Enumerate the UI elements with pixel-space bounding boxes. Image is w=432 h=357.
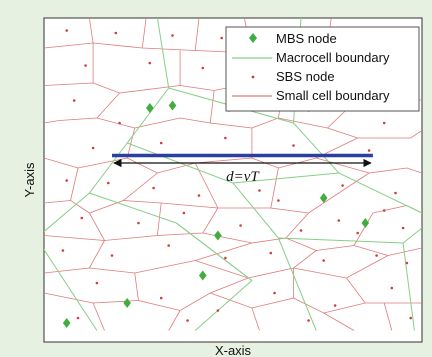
mbs-node-point <box>361 218 370 228</box>
sbs-node-point <box>76 316 80 320</box>
small-cell-boundary-line <box>251 307 260 331</box>
sbs-node-point <box>409 316 413 320</box>
sbs-node-point <box>382 121 386 125</box>
small-cell-boundary-line <box>126 127 253 174</box>
sbs-node-point <box>292 144 295 147</box>
mbs-nodes <box>62 100 370 328</box>
small-cell-boundary-line <box>44 92 120 124</box>
small-cell-boundary-line <box>202 212 309 244</box>
legend-mbs-swatch <box>249 33 257 43</box>
sbs-node-point <box>394 191 397 195</box>
sbs-node-point <box>65 179 68 182</box>
legend: MBS node Macrocell boundary SBS node Sma… <box>225 26 420 112</box>
small-cell-boundary-line <box>168 310 181 331</box>
sbs-node-point <box>61 249 65 252</box>
legend-sbs-swatch <box>251 75 255 79</box>
sbs-node-point <box>118 121 121 125</box>
x-axis-label: X-axis <box>215 343 252 357</box>
small-cell-boundary-line <box>92 302 105 331</box>
sbs-node-point <box>216 309 220 312</box>
sbs-node-point <box>269 251 273 255</box>
small-cell-boundary-line <box>44 200 71 204</box>
sbs-node-point <box>382 209 386 212</box>
macrocell-boundary-line <box>402 242 415 331</box>
sbs-node-point <box>171 34 174 37</box>
small-cell-boundary-line <box>327 127 422 139</box>
sbs-node-point <box>167 244 170 247</box>
sbs-node-point <box>401 226 405 230</box>
sbs-node-point <box>84 64 87 67</box>
small-cell-boundary-line <box>141 18 147 49</box>
sbs-node-point <box>152 186 155 190</box>
sbs-node-point <box>341 184 344 187</box>
sbs-node-point <box>258 189 261 192</box>
small-cell-boundary-line <box>96 117 211 129</box>
small-cell-boundary-line <box>89 202 162 241</box>
sbs-node-point <box>307 319 310 322</box>
sbs-node-point <box>114 31 118 35</box>
mbs-node-point <box>214 230 222 241</box>
sbs-node-point <box>224 256 227 260</box>
sbs-node-point <box>405 261 409 265</box>
sbs-node-point <box>239 224 242 227</box>
sbs-node-point <box>375 254 378 257</box>
sbs-node-point <box>337 219 341 222</box>
y-axis-label: Y-axis <box>22 162 37 197</box>
annotation: d=vT <box>112 153 373 185</box>
sbs-node-point <box>182 211 186 215</box>
sbs-node-point <box>148 61 152 65</box>
small-cell-boundary-line <box>44 235 105 241</box>
sbs-node-point <box>201 66 205 70</box>
sbs-node-point <box>367 149 371 152</box>
mbs-node-point <box>146 103 154 113</box>
sbs-node-point <box>220 36 223 40</box>
small-cell-boundary-line <box>323 312 355 331</box>
sbs-node-point <box>333 304 337 307</box>
sbs-node-point <box>110 254 114 257</box>
sbs-node-point <box>91 146 95 150</box>
sbs-node-point <box>107 181 110 185</box>
sbs-node-point <box>186 319 189 322</box>
small-cell-boundary-line <box>89 18 94 44</box>
small-cell-boundary-line <box>194 18 200 51</box>
sbs-node-point <box>273 291 276 295</box>
legend-mbs-label: MBS node <box>276 31 337 46</box>
sbs-node-point <box>72 99 76 102</box>
sbs-node-point <box>80 216 84 220</box>
macrocell-boundary-line <box>44 248 98 331</box>
legend-macro-label: Macrocell boundary <box>276 50 390 65</box>
sbs-node-point <box>224 136 227 140</box>
macrocell-boundary-line <box>232 172 339 184</box>
macrocell-boundary-line <box>175 222 253 281</box>
sbs-node-point <box>322 259 326 262</box>
legend-small-label: Small cell boundary <box>276 88 390 103</box>
sbs-node-point <box>159 296 163 300</box>
mbs-node-point <box>198 270 207 281</box>
sbs-node-point <box>65 29 68 32</box>
small-cell-boundary-line <box>210 268 294 309</box>
small-cell-boundary-line <box>270 167 370 214</box>
small-cell-boundary-line <box>195 250 317 279</box>
sbs-node-point <box>95 281 99 285</box>
sbs-node-point <box>299 229 303 232</box>
sbs-node-point <box>159 141 163 145</box>
mbs-node-point <box>319 193 328 203</box>
legend-box <box>225 26 420 112</box>
sbs-node-point <box>137 221 140 225</box>
sbs-node-point <box>197 194 201 197</box>
sbs-node-point <box>277 199 280 202</box>
small-cell-boundary-line <box>89 242 253 274</box>
mbs-node-point <box>62 318 71 328</box>
sbs-node-point <box>390 286 394 290</box>
distance-label: d=vT <box>226 169 260 185</box>
mbs-node-point <box>168 100 177 111</box>
legend-sbs-label: SBS node <box>276 69 335 84</box>
mbs-node-point <box>123 298 131 308</box>
small-cell-boundary-line <box>383 302 393 331</box>
sbs-node-point <box>356 231 360 235</box>
